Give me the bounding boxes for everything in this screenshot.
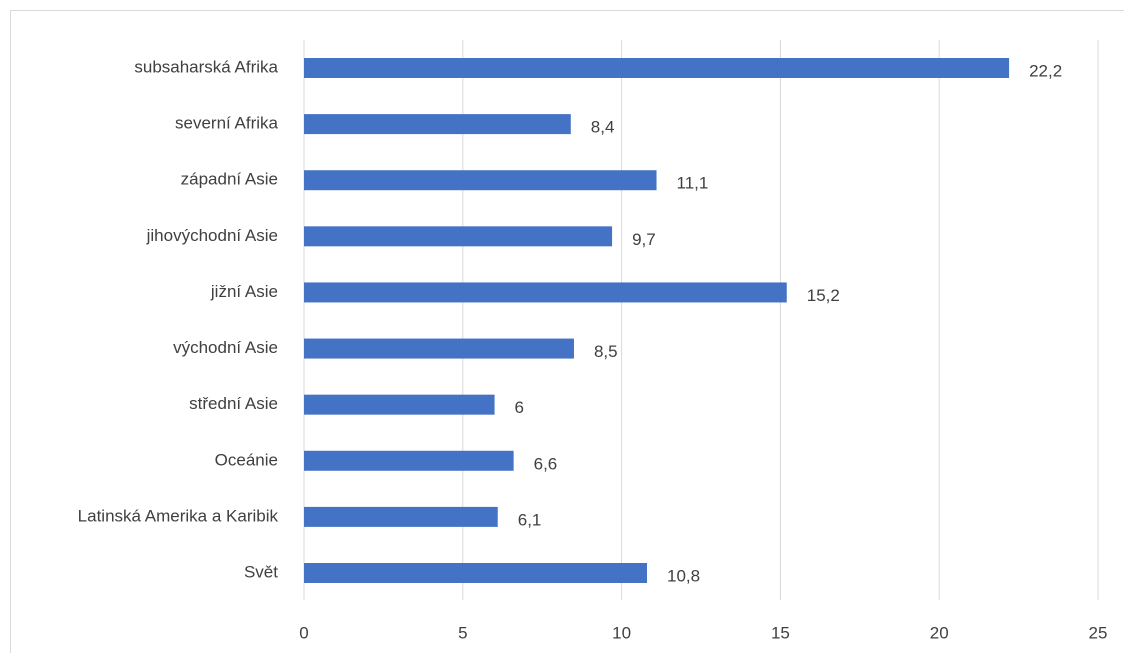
data-label: 6,6 — [534, 454, 558, 473]
x-tick-label: 25 — [1089, 623, 1108, 642]
bar — [304, 450, 514, 471]
bar — [304, 394, 495, 415]
data-label: 10,8 — [667, 566, 700, 585]
data-label: 8,5 — [594, 342, 618, 361]
data-label: 8,4 — [591, 118, 615, 137]
data-label: 15,2 — [807, 286, 840, 305]
data-label: 6 — [515, 398, 524, 417]
data-label: 11,1 — [677, 174, 709, 193]
bar — [304, 563, 648, 583]
bar — [304, 226, 613, 247]
x-tick-label: 0 — [299, 623, 308, 642]
x-tick-label: 10 — [612, 623, 631, 642]
y-tick-label: východní Asie — [173, 338, 278, 357]
data-label: 9,7 — [632, 230, 656, 249]
y-tick-label: Latinská Amerika a Karibik — [78, 506, 279, 525]
y-tick-label: jihovýchodní Asie — [146, 226, 278, 245]
bar — [304, 282, 787, 303]
y-tick-label: Oceánie — [215, 450, 278, 469]
bar — [304, 338, 574, 359]
x-tick-label: 5 — [458, 623, 467, 642]
bar — [304, 170, 657, 191]
bar — [304, 58, 1010, 78]
y-tick-label: střední Asie — [189, 394, 278, 413]
bar — [304, 506, 498, 527]
data-label: 6,1 — [518, 510, 542, 529]
y-tick-label: jižní Asie — [210, 282, 278, 301]
chart-border — [10, 10, 1124, 653]
y-tick-label: Svět — [244, 562, 278, 581]
y-tick-label: subsaharská Afrika — [134, 57, 278, 76]
bar — [304, 114, 571, 135]
x-tick-label: 15 — [771, 623, 790, 642]
y-tick-label: severní Afrika — [175, 114, 279, 133]
y-tick-label: západní Asie — [181, 170, 278, 189]
x-tick-label: 20 — [930, 623, 949, 642]
data-label: 22,2 — [1029, 61, 1062, 80]
